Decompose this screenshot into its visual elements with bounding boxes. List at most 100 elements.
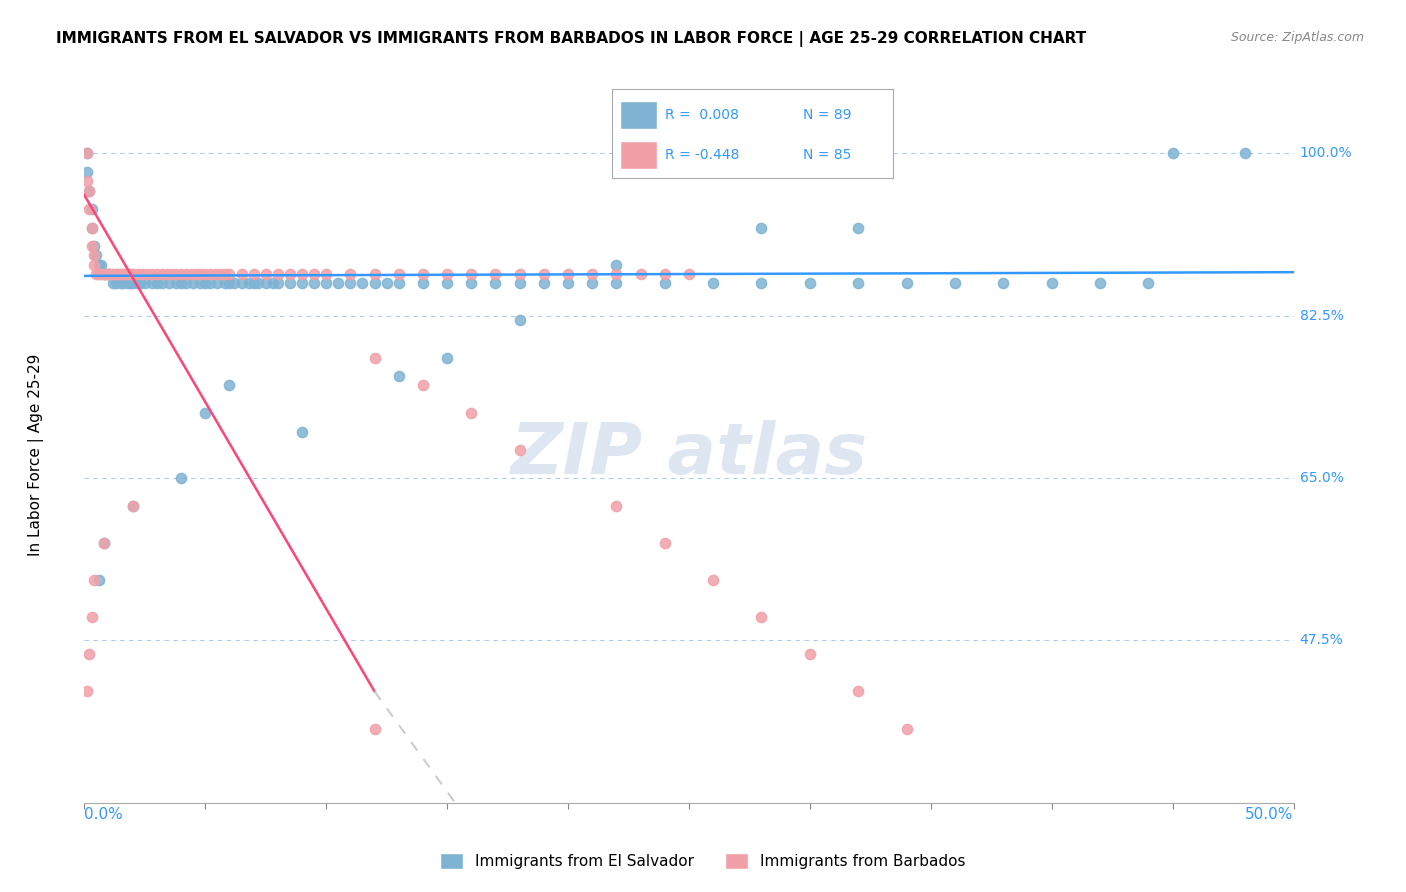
Point [198, 277, 221, 291]
Point [605, 499, 627, 513]
Point [1088, 277, 1111, 291]
Point [751, 277, 773, 291]
Point [375, 277, 398, 291]
Point [121, 499, 143, 513]
Point [83, 573, 105, 587]
Point [278, 267, 301, 281]
Point [110, 267, 132, 281]
Point [315, 277, 337, 291]
Text: Source: ZipAtlas.com: Source: ZipAtlas.com [1230, 31, 1364, 45]
FancyBboxPatch shape [620, 101, 657, 129]
Point [214, 267, 236, 281]
Point [87, 267, 110, 281]
Text: N = 85: N = 85 [803, 148, 851, 162]
Text: R = -0.448: R = -0.448 [665, 148, 740, 162]
Point [678, 267, 700, 281]
Point [165, 277, 187, 291]
Point [93, 267, 115, 281]
Point [160, 267, 183, 281]
Point [339, 267, 361, 281]
Point [460, 277, 482, 291]
Legend: Immigrants from El Salvador, Immigrants from Barbados: Immigrants from El Salvador, Immigrants … [434, 847, 972, 875]
Point [83, 248, 105, 262]
Point [388, 369, 411, 384]
Point [218, 267, 240, 281]
Point [278, 277, 301, 291]
Point [86, 248, 108, 262]
Point [97, 267, 120, 281]
Point [242, 267, 264, 281]
Point [134, 277, 156, 291]
Point [112, 277, 135, 291]
Point [194, 267, 217, 281]
Point [993, 277, 1015, 291]
Point [291, 267, 314, 281]
Point [436, 267, 458, 281]
Point [208, 267, 231, 281]
Point [702, 573, 724, 587]
Point [157, 277, 180, 291]
Point [170, 267, 193, 281]
Point [896, 722, 918, 736]
Point [127, 277, 149, 291]
Point [103, 277, 125, 291]
Point [80, 239, 103, 253]
Point [90, 258, 112, 272]
Point [605, 267, 627, 281]
Point [76, 174, 98, 188]
Point [77, 184, 100, 198]
Point [654, 536, 676, 550]
Point [207, 277, 229, 291]
Point [80, 220, 103, 235]
Point [194, 277, 217, 291]
Point [94, 267, 117, 281]
Point [630, 267, 652, 281]
Point [93, 536, 115, 550]
Point [204, 267, 226, 281]
Point [76, 684, 98, 698]
Point [1234, 146, 1257, 161]
Point [181, 277, 204, 291]
Point [388, 267, 411, 281]
Point [117, 277, 139, 291]
Point [165, 267, 187, 281]
Point [141, 277, 163, 291]
Point [114, 267, 136, 281]
Point [93, 536, 115, 550]
Point [267, 267, 290, 281]
Text: 50.0%: 50.0% [1246, 807, 1294, 822]
Point [103, 267, 125, 281]
Point [117, 267, 139, 281]
Point [1137, 277, 1160, 291]
Point [363, 722, 385, 736]
Point [436, 351, 458, 365]
Point [509, 313, 531, 327]
Point [94, 267, 117, 281]
Point [436, 277, 458, 291]
Point [254, 277, 277, 291]
Point [80, 220, 103, 235]
Point [170, 471, 193, 485]
Point [155, 267, 177, 281]
Point [90, 267, 112, 281]
Point [87, 258, 110, 272]
Point [315, 267, 337, 281]
Point [80, 202, 103, 216]
Point [146, 267, 169, 281]
Point [846, 684, 869, 698]
Point [799, 648, 821, 662]
Point [190, 277, 212, 291]
Point [581, 267, 603, 281]
Point [218, 277, 240, 291]
Point [170, 277, 193, 291]
Point [702, 277, 724, 291]
Text: 100.0%: 100.0% [1299, 146, 1353, 161]
Point [412, 267, 434, 281]
Point [267, 277, 290, 291]
Point [328, 277, 350, 291]
Text: IMMIGRANTS FROM EL SALVADOR VS IMMIGRANTS FROM BARBADOS IN LABOR FORCE | AGE 25-: IMMIGRANTS FROM EL SALVADOR VS IMMIGRANT… [56, 31, 1087, 47]
Point [484, 267, 506, 281]
Point [120, 267, 142, 281]
Point [557, 277, 579, 291]
Point [104, 277, 127, 291]
